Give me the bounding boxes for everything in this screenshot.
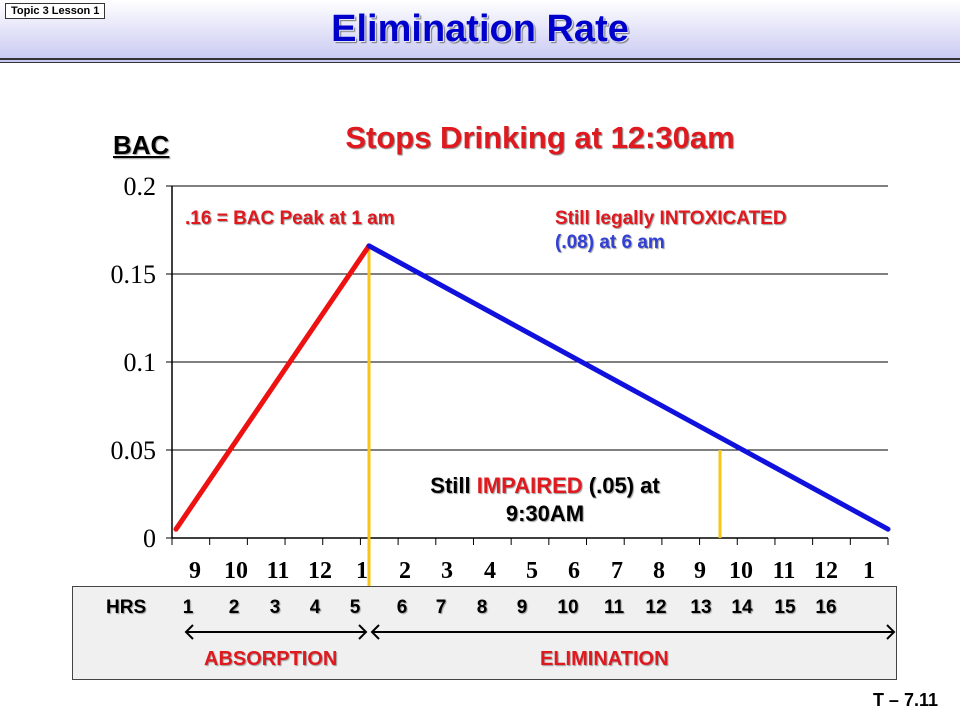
hour-number: 16 [815, 597, 837, 618]
hour-number: 13 [690, 597, 712, 618]
hour-number: 7 [435, 597, 447, 618]
hour-number: 11 [603, 597, 625, 618]
slide-number: T – 7.11 [872, 690, 938, 710]
hour-number: 6 [396, 597, 408, 618]
absorption-label: ABSORPTION [204, 648, 338, 670]
impaired-prefix: Still [430, 473, 477, 498]
title-rule [0, 58, 960, 60]
elimination-series-line [366, 243, 891, 532]
x-tick-label: 12 [308, 558, 332, 584]
hour-number: 5 [349, 597, 361, 618]
y-tick-label: 0.15 [111, 260, 157, 289]
intoxicated-line1: Still legally INTOXICATED [555, 208, 787, 229]
x-tick-label: 4 [484, 558, 496, 584]
x-tick-label: 6 [568, 558, 580, 584]
hours-label: HRS [106, 597, 147, 618]
x-tick-label: 2 [399, 558, 411, 584]
x-tick-label: 10 [729, 558, 753, 584]
impaired-word: IMPAIRED [476, 473, 583, 498]
hour-number: 2 [228, 597, 240, 618]
title-bar [0, 0, 960, 62]
title-rule-thin [0, 62, 960, 63]
y-tick-label: 0.1 [124, 348, 157, 377]
intoxicated-annotation: Still legally INTOXICATED (.08) at 6 am [555, 207, 787, 255]
x-tick-label: 11 [773, 558, 796, 584]
x-tick-label: 1 [356, 558, 368, 584]
x-tick-label: 1 [863, 558, 875, 584]
hours-strip [72, 586, 897, 680]
hour-number: 10 [557, 597, 579, 618]
impaired-annotation: Still IMPAIRED (.05) at 9:30AM [395, 472, 695, 528]
page-title: Elimination Rate [331, 8, 629, 50]
hour-number: 12 [645, 597, 667, 618]
x-tick-label: 12 [814, 558, 838, 584]
peak-annotation: .16 = BAC Peak at 1 am [185, 208, 395, 229]
hour-number: 15 [774, 597, 796, 618]
hour-number: 1 [182, 597, 194, 618]
intoxicated-line2: (.08) at 6 am [555, 232, 665, 253]
hour-number: 14 [731, 597, 753, 618]
absorption-series-line [173, 243, 372, 532]
y-tick-label: 0 [143, 524, 156, 553]
x-tick-label: 3 [441, 558, 453, 584]
x-tick-label: 10 [224, 558, 248, 584]
y-tick-label: 0.05 [111, 436, 157, 465]
chart-subtitle: Stops Drinking at 12:30am [345, 120, 735, 155]
x-tick-label: 5 [526, 558, 538, 584]
x-tick-label: 9 [694, 558, 706, 584]
x-tick-label: 7 [611, 558, 623, 584]
hour-number: 3 [269, 597, 281, 618]
elimination-label: ELIMINATION [540, 648, 669, 670]
hour-number: 9 [516, 597, 528, 618]
hour-number: 8 [476, 597, 488, 618]
x-tick-label: 9 [189, 558, 201, 584]
hour-number: 4 [309, 597, 321, 618]
impaired-line2: 9:30AM [505, 501, 585, 526]
impaired-suffix: (.05) at [582, 473, 660, 498]
topic-tag: Topic 3 Lesson 1 [5, 3, 106, 19]
y-tick-label: 0.2 [124, 172, 157, 201]
y-axis-label: BAC [113, 130, 170, 160]
x-tick-label: 11 [267, 558, 290, 584]
x-tick-label: 8 [653, 558, 665, 584]
